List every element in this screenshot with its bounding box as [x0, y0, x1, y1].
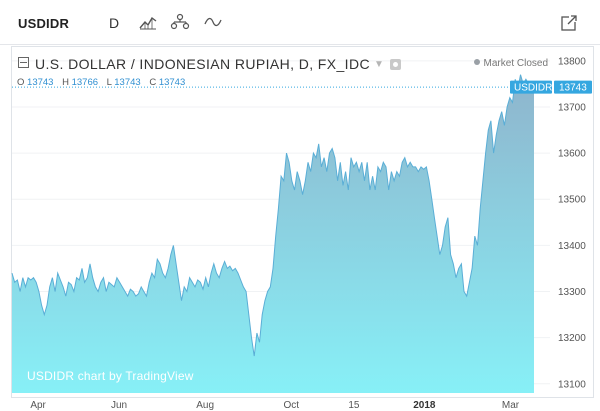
area-fill	[12, 74, 534, 393]
open-value: 13743	[27, 77, 54, 88]
time-tick-label: Jun	[111, 400, 127, 411]
high-value: 13766	[71, 77, 99, 88]
area-chart-icon[interactable]	[138, 13, 158, 31]
caret-down-icon[interactable]: ▼	[373, 59, 385, 70]
price-tag: USDIDR 13743	[510, 80, 592, 94]
time-tick-label: Aug	[196, 400, 214, 411]
series-line	[11, 74, 535, 357]
close-label: C	[149, 77, 157, 88]
collapse-icon[interactable]	[18, 57, 29, 68]
price-tick-label: 13800	[558, 56, 586, 67]
ohlc-values: O 13743 H 13766 L 13743 C 13743	[17, 77, 191, 88]
symbol-button[interactable]: USDIDR	[18, 16, 70, 31]
compare-icon[interactable]	[170, 13, 190, 31]
legend-title-text: U.S. DOLLAR / INDONESIAN RUPIAH, D, FX_I…	[35, 56, 370, 72]
low-label: L	[106, 77, 112, 88]
watermark[interactable]: USDIDR chart by TradingView	[27, 369, 194, 383]
price-tick-label: 13200	[558, 333, 586, 344]
close-value: 13743	[158, 77, 186, 88]
settings-icon[interactable]	[390, 59, 402, 70]
open-label: O	[17, 77, 25, 88]
price-tick-label: 13100	[558, 379, 586, 390]
time-tick-label: Apr	[30, 400, 46, 411]
interval-button[interactable]: D	[109, 15, 120, 31]
time-tick-label: 2018	[413, 400, 436, 411]
status-dot-icon	[473, 59, 480, 65]
price-axis[interactable]: 13100 13200 13300 13400 13500 13600 13700 13800	[558, 56, 586, 390]
price-tick-label: 13400	[558, 241, 586, 252]
time-tick-label: Oct	[283, 400, 299, 411]
time-axis[interactable]: Apr Jun Aug Oct 15 2018 Mar	[30, 400, 519, 411]
legend-title[interactable]: U.S. DOLLAR / INDONESIAN RUPIAH, D, FX_I…	[18, 56, 402, 72]
price-tick-label: 13700	[558, 102, 586, 113]
price-tag-symbol: USDIDR	[514, 83, 552, 94]
chart-toolbar: USDIDR D	[0, 0, 600, 45]
price-tick-label: 13300	[558, 287, 586, 298]
high-label: H	[62, 77, 69, 88]
market-status: Market Closed	[473, 58, 548, 69]
time-tick-label: Mar	[502, 400, 520, 411]
price-tag-value: 13743	[559, 83, 587, 94]
time-tick-label: 15	[348, 400, 360, 411]
price-tick-label: 13500	[558, 195, 586, 206]
popout-icon[interactable]	[560, 14, 578, 32]
market-status-text: Market Closed	[483, 58, 548, 69]
price-tick-label: 13600	[558, 149, 586, 160]
low-value: 13743	[114, 77, 141, 88]
indicators-icon[interactable]	[203, 13, 223, 31]
